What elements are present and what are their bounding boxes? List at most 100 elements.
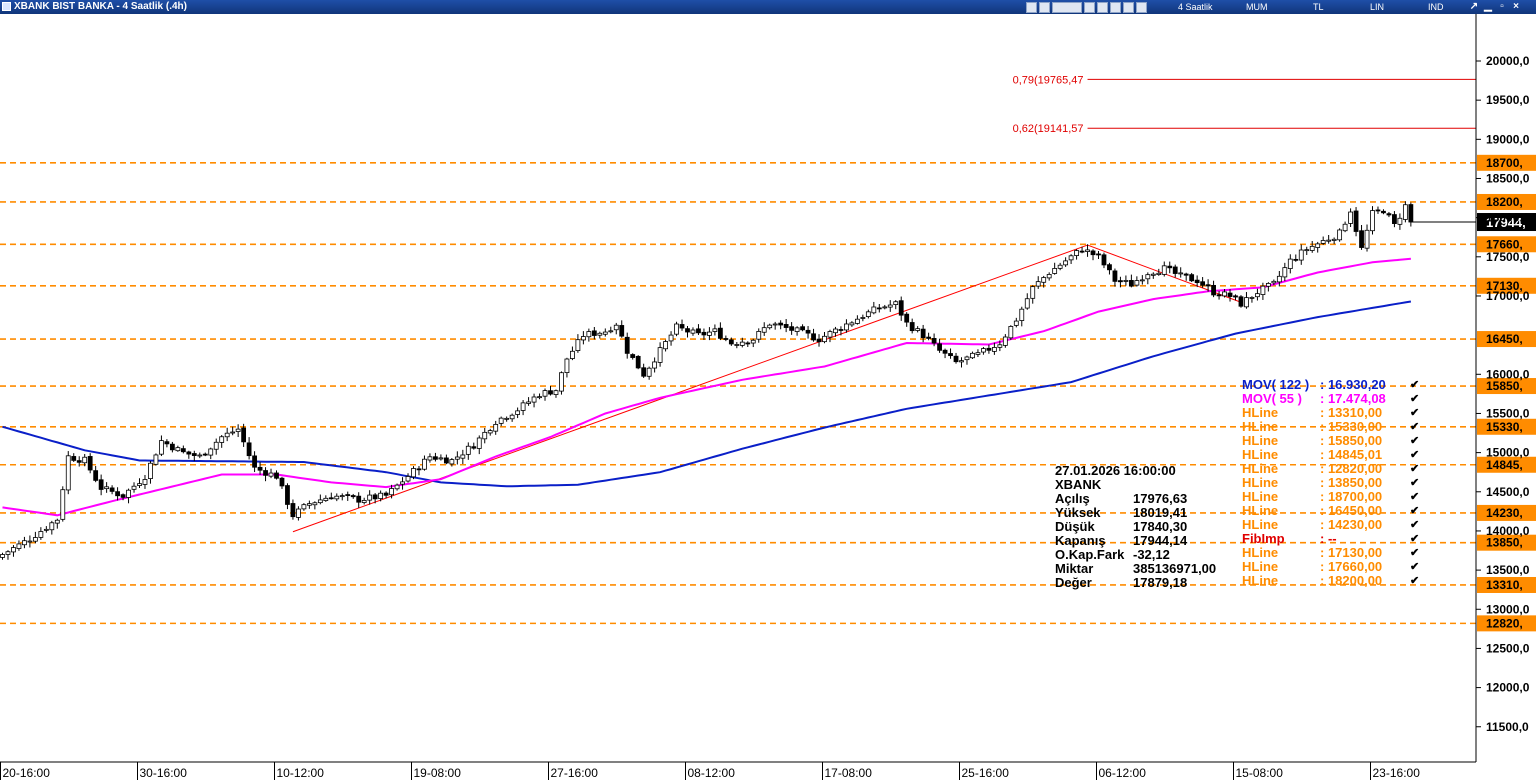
candle [1375, 206, 1381, 214]
candle-body [1046, 274, 1052, 279]
y-tick-label: 15000,0 [1486, 446, 1530, 460]
candle-body [1096, 253, 1101, 256]
legend-row[interactable]: HLine: 18700,00 ✔ [1242, 490, 1422, 504]
hline-tag-9 [1477, 534, 1536, 551]
candle [268, 468, 274, 479]
candle-body [745, 342, 751, 345]
check-icon[interactable]: ✔ [1410, 449, 1420, 461]
candle [1161, 261, 1167, 277]
legend-row[interactable]: HLine: 17660,00 ✔ [1242, 560, 1422, 574]
candle-body [405, 476, 411, 482]
check-icon[interactable]: ✔ [1410, 477, 1420, 489]
line-tool-icon[interactable] [1123, 1, 1134, 13]
candle-body [5, 551, 11, 555]
candle-body [816, 338, 822, 343]
candle [137, 478, 142, 488]
check-icon[interactable]: ✔ [1410, 435, 1420, 447]
check-icon[interactable]: ✔ [1410, 393, 1420, 405]
legend-row[interactable]: HLine: 16450,00 ✔ [1242, 504, 1422, 518]
candle-body [959, 360, 964, 363]
x-tick-label: 06-12:00 [1099, 766, 1147, 780]
legend-row[interactable]: HLine: 15330,00 ✔ [1242, 420, 1422, 434]
candle [1282, 262, 1288, 282]
candle [1139, 275, 1145, 285]
legend-row[interactable]: HLine: 14845,01 ✔ [1242, 448, 1422, 462]
pin-icon[interactable]: ↗ [1469, 1, 1479, 12]
legend-value: : 12820,00 [1320, 461, 1383, 476]
check-icon[interactable]: ✔ [1410, 407, 1420, 419]
draw-icon[interactable] [1097, 1, 1108, 13]
candle-body [71, 456, 77, 461]
mov-55-line [2, 257, 1411, 517]
check-icon[interactable]: ✔ [1410, 575, 1420, 587]
candle [241, 423, 247, 447]
candle-body [1178, 272, 1184, 275]
candle-body [1128, 280, 1134, 287]
candle-body [948, 353, 953, 357]
restore-icon[interactable]: ▫ [1500, 1, 1504, 12]
legend-row[interactable]: HLine: 14230,00 ✔ [1242, 518, 1422, 532]
candle-body [438, 457, 444, 460]
candle [504, 416, 510, 422]
candle-body [1342, 223, 1348, 232]
legend-row[interactable]: HLine: 12820,00 ✔ [1242, 462, 1422, 476]
legend-name: HLine [1242, 489, 1279, 504]
grid-icon[interactable] [1084, 1, 1095, 13]
candle [575, 334, 581, 353]
check-icon[interactable]: ✔ [1410, 379, 1420, 391]
candle-body [608, 330, 614, 333]
candle [783, 318, 789, 333]
period-select-icon[interactable] [1052, 1, 1082, 13]
scale-label[interactable]: LIN [1370, 2, 1385, 12]
hline-tag-3 [1477, 277, 1536, 294]
lock-icon[interactable] [1026, 1, 1037, 13]
candle-body [685, 328, 690, 333]
y-tick-label: 19000,0 [1486, 132, 1530, 146]
check-icon[interactable]: ✔ [1410, 519, 1420, 531]
minimize-icon[interactable]: ▁ [1484, 1, 1492, 12]
price-chart[interactable]: 0,79(19765,470,62(19141,57 18700,18200,1… [0, 14, 1536, 781]
color-icon[interactable] [1136, 1, 1147, 13]
candle-body [657, 347, 663, 363]
candle [345, 491, 351, 501]
currency-label[interactable]: TL [1313, 2, 1324, 12]
legend-row[interactable]: HLine: 17130,00 ✔ [1242, 546, 1422, 560]
candle [1276, 270, 1282, 287]
candle [767, 323, 773, 330]
check-icon[interactable]: ✔ [1410, 421, 1420, 433]
check-icon[interactable]: ✔ [1410, 547, 1420, 559]
legend-row[interactable]: HLine: 15850,00 ✔ [1242, 434, 1422, 448]
check-icon[interactable]: ✔ [1410, 463, 1420, 475]
legend-row[interactable]: HLine: 18200,00 ✔ [1242, 574, 1422, 588]
check-icon[interactable]: ✔ [1410, 505, 1420, 517]
candle-body [591, 330, 597, 336]
check-icon[interactable]: ✔ [1410, 533, 1420, 545]
candle [1041, 275, 1047, 288]
close-icon[interactable]: × [1513, 1, 1519, 12]
legend-row[interactable]: MOV( 122 ): 16.930,20 ✔ [1242, 378, 1422, 392]
check-icon[interactable]: ✔ [1410, 561, 1420, 573]
legend-row[interactable]: FibImp: -- ✔ [1242, 532, 1422, 546]
candle [356, 492, 362, 508]
candle-body [1397, 217, 1403, 225]
candle-body [822, 335, 827, 343]
candle-body [16, 543, 22, 549]
candle [372, 493, 378, 504]
check-icon[interactable]: ✔ [1410, 491, 1420, 503]
moving-averages [2, 257, 1412, 517]
settings-icon[interactable] [1039, 1, 1050, 13]
legend-row[interactable]: MOV( 55 ): 17.474,08 ✔ [1242, 392, 1422, 406]
candle-body [630, 354, 636, 358]
candle [87, 453, 93, 474]
period-label[interactable]: 4 Saatlik [1178, 2, 1213, 12]
candle-body [1255, 293, 1260, 298]
legend-row[interactable]: HLine: 13850,00 ✔ [1242, 476, 1422, 490]
candle [564, 357, 570, 378]
candle [904, 312, 910, 327]
candle [816, 334, 822, 347]
legend-row[interactable]: HLine: 13310,00 ✔ [1242, 406, 1422, 420]
indicator-label[interactable]: IND [1428, 2, 1444, 12]
chart-type-label[interactable]: MUM [1246, 2, 1268, 12]
pencil-icon[interactable] [1110, 1, 1121, 13]
info-key: Açılış [1055, 491, 1090, 506]
